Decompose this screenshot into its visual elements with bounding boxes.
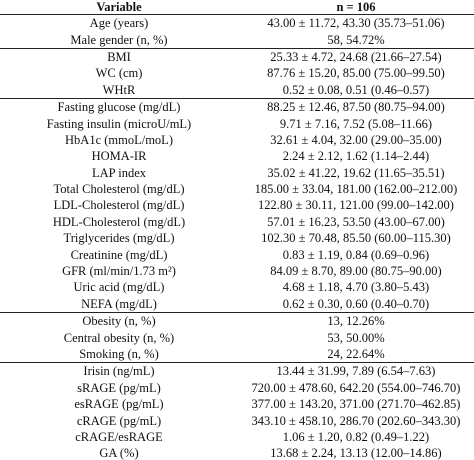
- variable-cell: Triglycerides (mg/dL): [63, 231, 175, 246]
- value-cell: 13.44 ± 31.99, 7.89 (6.54–7.63): [238, 362, 474, 380]
- value-cell: 53, 50.00%: [327, 330, 385, 345]
- variable-cell: Central obesity (n, %): [63, 330, 175, 345]
- variable-cell: sRAGE (pg/mL): [77, 380, 161, 395]
- table-row: WHtR 0.52 ± 0.08, 0.51 (0.46–0.57): [0, 82, 474, 99]
- table-row: Age (years) 43.00 ± 11.72, 43.30 (35.73–5…: [0, 14, 474, 32]
- value-cell: 1.06 ± 1.20, 0.82 (0.49–1.22): [282, 429, 430, 444]
- table-row: GA (%) 13.68 ± 2.24, 13.13 (12.00–14.86): [0, 445, 474, 460]
- table-row: Creatinine (mg/dL) 0.83 ± 1.19, 0.84 (0.6…: [0, 246, 474, 262]
- table-row: cRAGE/esRAGE 1.06 ± 1.20, 0.82 (0.49–1.22…: [0, 429, 474, 445]
- value-cell: 58, 54.72%: [327, 32, 385, 47]
- table-body: Age (years) 43.00 ± 11.72, 43.30 (35.73–5…: [0, 14, 474, 460]
- value-cell: 32.61 ± 4.04, 32.00 (29.00–35.00): [270, 132, 442, 147]
- variable-cell: LAP index: [91, 165, 147, 180]
- variable-cell: Obesity (n, %): [0, 312, 238, 330]
- value-cell: 13, 12.26%: [238, 312, 474, 330]
- value-cell: 9.71 ± 7.16, 7.52 (5.08–11.66): [279, 116, 433, 131]
- table-row: LDL-Cholesterol (mg/dL) 122.80 ± 30.11, 1…: [0, 197, 474, 213]
- value-cell: 377.00 ± 143.20, 371.00 (271.70–462.85): [251, 397, 461, 412]
- variable-cell: WHtR: [102, 82, 136, 97]
- value-cell: 13.68 ± 2.24, 13.13 (12.00–14.86): [238, 445, 474, 460]
- value-cell: 24, 22.64%: [327, 347, 385, 361]
- value-cell: 25.33 ± 4.72, 24.68 (21.66–27.54): [238, 47, 474, 66]
- value-cell: 343.10 ± 458.10, 286.70 (202.60–343.30): [251, 413, 461, 428]
- header-cell: Variable: [96, 0, 142, 14]
- table-row: BMI 25.33 ± 4.72, 24.68 (21.66–27.54): [0, 47, 474, 66]
- variable-cell: GA (%): [0, 445, 238, 460]
- variable-cell: Irisin (ng/mL): [0, 362, 238, 380]
- variable-cell: Fasting glucose (mg/dL): [0, 97, 238, 116]
- table-row: GFR (ml/min/1.73 m²) 84.09 ± 8.70, 89.00 …: [0, 263, 474, 279]
- table-row: Male gender (n, %) 58, 54.72%: [0, 31, 474, 48]
- variable-cell: Male gender (n, %): [70, 32, 168, 47]
- variable-cell: Age (years): [0, 14, 238, 32]
- table-row: WC (cm) 87.76 ± 15.20, 85.00 (75.00–99.50…: [0, 65, 474, 81]
- table-row: Uric acid (mg/dL) 4.68 ± 1.18, 4.70 (3.80…: [0, 279, 474, 295]
- header-row: Variable n = 106: [0, 0, 474, 15]
- table-row: HOMA-IR 2.24 ± 2.12, 1.62 (1.14–2.44): [0, 148, 474, 164]
- variable-cell: Fasting insulin (microU/mL): [46, 116, 192, 131]
- variable-cell: esRAGE (pg/mL): [74, 397, 164, 412]
- value-cell: 0.62 ± 0.30, 0.60 (0.40–0.70): [282, 296, 430, 311]
- variable-cell: Total Cholesterol (mg/dL): [53, 182, 185, 197]
- value-cell: 87.76 ± 15.20, 85.00 (75.00–99.50): [267, 66, 445, 81]
- table-row: esRAGE (pg/mL) 377.00 ± 143.20, 371.00 (2…: [0, 396, 474, 412]
- header-cell: n = 106: [336, 0, 376, 14]
- variable-cell: HbA1c (mmoL/moL): [65, 132, 173, 147]
- table-row: HDL-Cholesterol (mg/dL) 57.01 ± 16.23, 53…: [0, 214, 474, 230]
- variable-cell: HDL-Cholesterol (mg/dL): [52, 214, 186, 229]
- value-cell: 720.00 ± 478.60, 642.20 (554.00–746.70): [251, 380, 461, 395]
- table-row: Smoking (n, %) 24, 22.64%: [0, 346, 474, 363]
- table-row: sRAGE (pg/mL) 720.00 ± 478.60, 642.20 (55…: [0, 380, 474, 396]
- value-cell: 35.02 ± 41.22, 19.62 (11.65–35.51): [267, 165, 445, 180]
- value-cell: 185.00 ± 33.04, 181.00 (162.00–212.00): [254, 182, 458, 197]
- variable-cell: NEFA (mg/dL): [81, 296, 157, 311]
- variable-cell: HOMA-IR: [91, 149, 147, 164]
- value-cell: 84.09 ± 8.70, 89.00 (80.75–90.00): [270, 264, 442, 279]
- table-row: Total Cholesterol (mg/dL) 185.00 ± 33.04,…: [0, 181, 474, 197]
- table-row: Triglycerides (mg/dL) 102.30 ± 70.48, 85.…: [0, 230, 474, 246]
- table-row: LAP index 35.02 ± 41.22, 19.62 (11.65–35.…: [0, 165, 474, 181]
- table-row: Obesity (n, %) 13, 12.26%: [0, 312, 474, 330]
- value-cell: 2.24 ± 2.12, 1.62 (1.14–2.44): [282, 149, 430, 164]
- variable-cell: WC (cm): [95, 66, 143, 81]
- table-row: Central obesity (n, %) 53, 50.00%: [0, 329, 474, 345]
- variable-cell: Creatinine (mg/dL): [70, 247, 168, 262]
- variable-cell: Uric acid (mg/dL): [73, 280, 165, 295]
- value-cell: 57.01 ± 16.23, 53.50 (43.00–67.00): [267, 214, 445, 229]
- variable-cell: BMI: [0, 47, 238, 66]
- table-row: Fasting insulin (microU/mL) 9.71 ± 7.16, …: [0, 115, 474, 131]
- value-cell: 122.80 ± 30.11, 121.00 (99.00–142.00): [258, 198, 454, 213]
- variable-cell: GFR (ml/min/1.73 m²): [62, 264, 176, 279]
- variable-cell: LDL-Cholesterol (mg/dL): [53, 198, 185, 213]
- value-cell: 88.25 ± 12.46, 87.50 (80.75–94.00): [238, 97, 474, 116]
- value-cell: 4.68 ± 1.18, 4.70 (3.80–5.43): [282, 280, 430, 295]
- value-cell: 43.00 ± 11.72, 43.30 (35.73–51.06): [238, 14, 474, 32]
- variable-cell: cRAGE/esRAGE: [75, 429, 163, 444]
- table-row: Fasting glucose (mg/dL) 88.25 ± 12.46, 87…: [0, 97, 474, 116]
- value-cell: 102.30 ± 70.48, 85.50 (60.00–115.30): [261, 231, 451, 246]
- variable-cell: cRAGE (pg/mL): [76, 413, 162, 428]
- table-row: cRAGE (pg/mL) 343.10 ± 458.10, 286.70 (20…: [0, 412, 474, 428]
- table-row: Irisin (ng/mL) 13.44 ± 31.99, 7.89 (6.54–…: [0, 362, 474, 380]
- table-row: HbA1c (mmoL/moL) 32.61 ± 4.04, 32.00 (29.…: [0, 132, 474, 148]
- value-cell: 0.52 ± 0.08, 0.51 (0.46–0.57): [282, 82, 430, 97]
- variable-cell: Smoking (n, %): [79, 347, 159, 361]
- table-row: NEFA (mg/dL) 0.62 ± 0.30, 0.60 (0.40–0.70…: [0, 296, 474, 313]
- value-cell: 0.83 ± 1.19, 0.84 (0.69–0.96): [282, 247, 430, 262]
